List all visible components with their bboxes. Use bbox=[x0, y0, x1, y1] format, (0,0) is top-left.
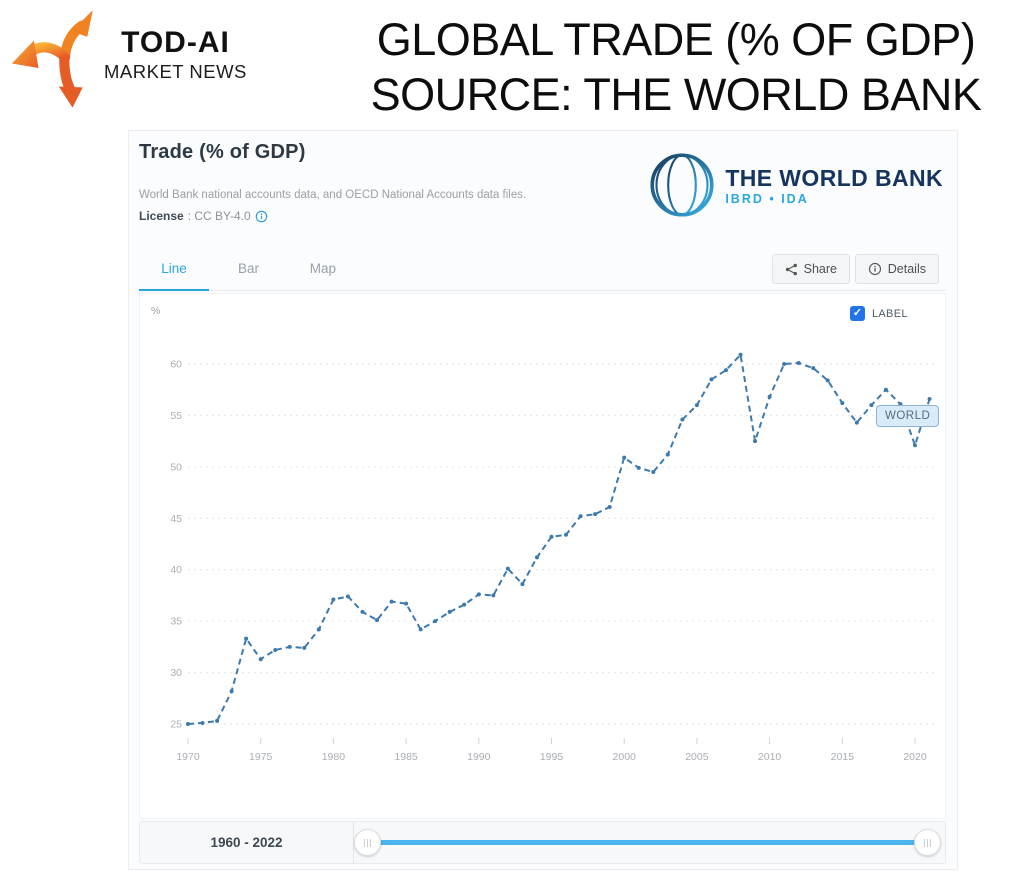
svg-text:25: 25 bbox=[170, 719, 182, 731]
svg-text:30: 30 bbox=[170, 667, 182, 679]
svg-text:1970: 1970 bbox=[176, 751, 200, 763]
page-title: GLOBAL TRADE (% OF GDP) SOURCE: THE WORL… bbox=[330, 12, 1022, 122]
world-bank-name: THE WORLD BANK bbox=[725, 164, 943, 191]
year-range-label: 1960 - 2022 bbox=[140, 822, 354, 863]
indicator-subtitle: World Bank national accounts data, and O… bbox=[139, 189, 527, 201]
indicator-title: Trade (% of GDP) bbox=[139, 141, 306, 163]
brand-header: TOD-AI MARKET NEWS bbox=[10, 6, 247, 108]
svg-text:35: 35 bbox=[170, 616, 182, 628]
svg-text:1990: 1990 bbox=[467, 751, 491, 763]
slider-track-area bbox=[354, 822, 945, 863]
slider-handle-right[interactable] bbox=[914, 829, 941, 856]
chart-area: % ✓ LABEL 25 30 35 40 45 50 55 60 1970 1975 1980 19… bbox=[139, 293, 946, 819]
license-info-icon[interactable] bbox=[255, 210, 268, 223]
series-label-world: WORLD bbox=[876, 405, 940, 427]
details-button-label: Details bbox=[887, 262, 926, 276]
svg-text:1995: 1995 bbox=[540, 751, 564, 763]
chart-tabbar: Line Bar Map Share Details bbox=[139, 249, 946, 291]
details-info-icon bbox=[868, 262, 881, 276]
license-label: License bbox=[139, 209, 184, 223]
share-button[interactable]: Share bbox=[771, 254, 850, 284]
brand-subtitle: MARKET NEWS bbox=[104, 61, 247, 82]
y-axis-unit: % bbox=[151, 305, 161, 317]
year-range-slider-bar: 1960 - 2022 bbox=[139, 821, 946, 864]
svg-text:2005: 2005 bbox=[685, 751, 709, 763]
svg-text:60: 60 bbox=[170, 359, 182, 371]
svg-text:1985: 1985 bbox=[394, 751, 418, 763]
tab-map[interactable]: Map bbox=[309, 261, 337, 276]
license-row: License : CC BY-4.0 bbox=[139, 209, 268, 223]
label-checkbox-text: LABEL bbox=[872, 307, 908, 320]
world-bank-ibrd-ida: IBRD • IDA bbox=[725, 191, 809, 206]
share-button-label: Share bbox=[803, 262, 837, 276]
svg-text:40: 40 bbox=[170, 564, 182, 576]
line-chart-canvas[interactable]: 25 30 35 40 45 50 55 60 1970 1975 1980 1985 1990 1995… bbox=[140, 294, 947, 820]
label-checkbox[interactable]: ✓ bbox=[850, 306, 865, 321]
brand-arrows-icon bbox=[11, 10, 93, 108]
slider-track[interactable] bbox=[368, 840, 929, 845]
svg-text:2020: 2020 bbox=[903, 751, 927, 763]
svg-text:2015: 2015 bbox=[831, 751, 855, 763]
page-title-line1: GLOBAL TRADE (% OF GDP) bbox=[376, 14, 976, 65]
svg-text:1980: 1980 bbox=[322, 751, 346, 763]
tab-bar[interactable]: Bar bbox=[237, 261, 259, 276]
svg-text:45: 45 bbox=[170, 513, 182, 525]
slider-handle-left[interactable] bbox=[354, 829, 381, 856]
brand-title: TOD-AI bbox=[121, 26, 230, 59]
details-button[interactable]: Details bbox=[854, 254, 939, 284]
share-icon bbox=[785, 263, 797, 275]
license-value: : CC BY-4.0 bbox=[187, 209, 251, 223]
worldbank-widget: Trade (% of GDP) World Bank national acc… bbox=[128, 130, 958, 870]
label-checkbox-group: ✓ LABEL bbox=[850, 306, 908, 321]
svg-text:2000: 2000 bbox=[613, 751, 637, 763]
world-bank-globe-icon bbox=[650, 153, 714, 217]
world-bank-logo-text: THE WORLD BANK IBRD • IDA bbox=[725, 165, 943, 206]
world-bank-logo[interactable]: THE WORLD BANK IBRD • IDA bbox=[648, 151, 943, 219]
tab-line[interactable]: Line bbox=[139, 249, 209, 291]
svg-text:50: 50 bbox=[170, 461, 182, 473]
brand-text: TOD-AI MARKET NEWS bbox=[104, 26, 247, 84]
page-title-line2: SOURCE: THE WORLD BANK bbox=[370, 69, 982, 120]
svg-text:55: 55 bbox=[170, 410, 182, 422]
svg-text:1975: 1975 bbox=[249, 751, 273, 763]
svg-text:2010: 2010 bbox=[758, 751, 782, 763]
